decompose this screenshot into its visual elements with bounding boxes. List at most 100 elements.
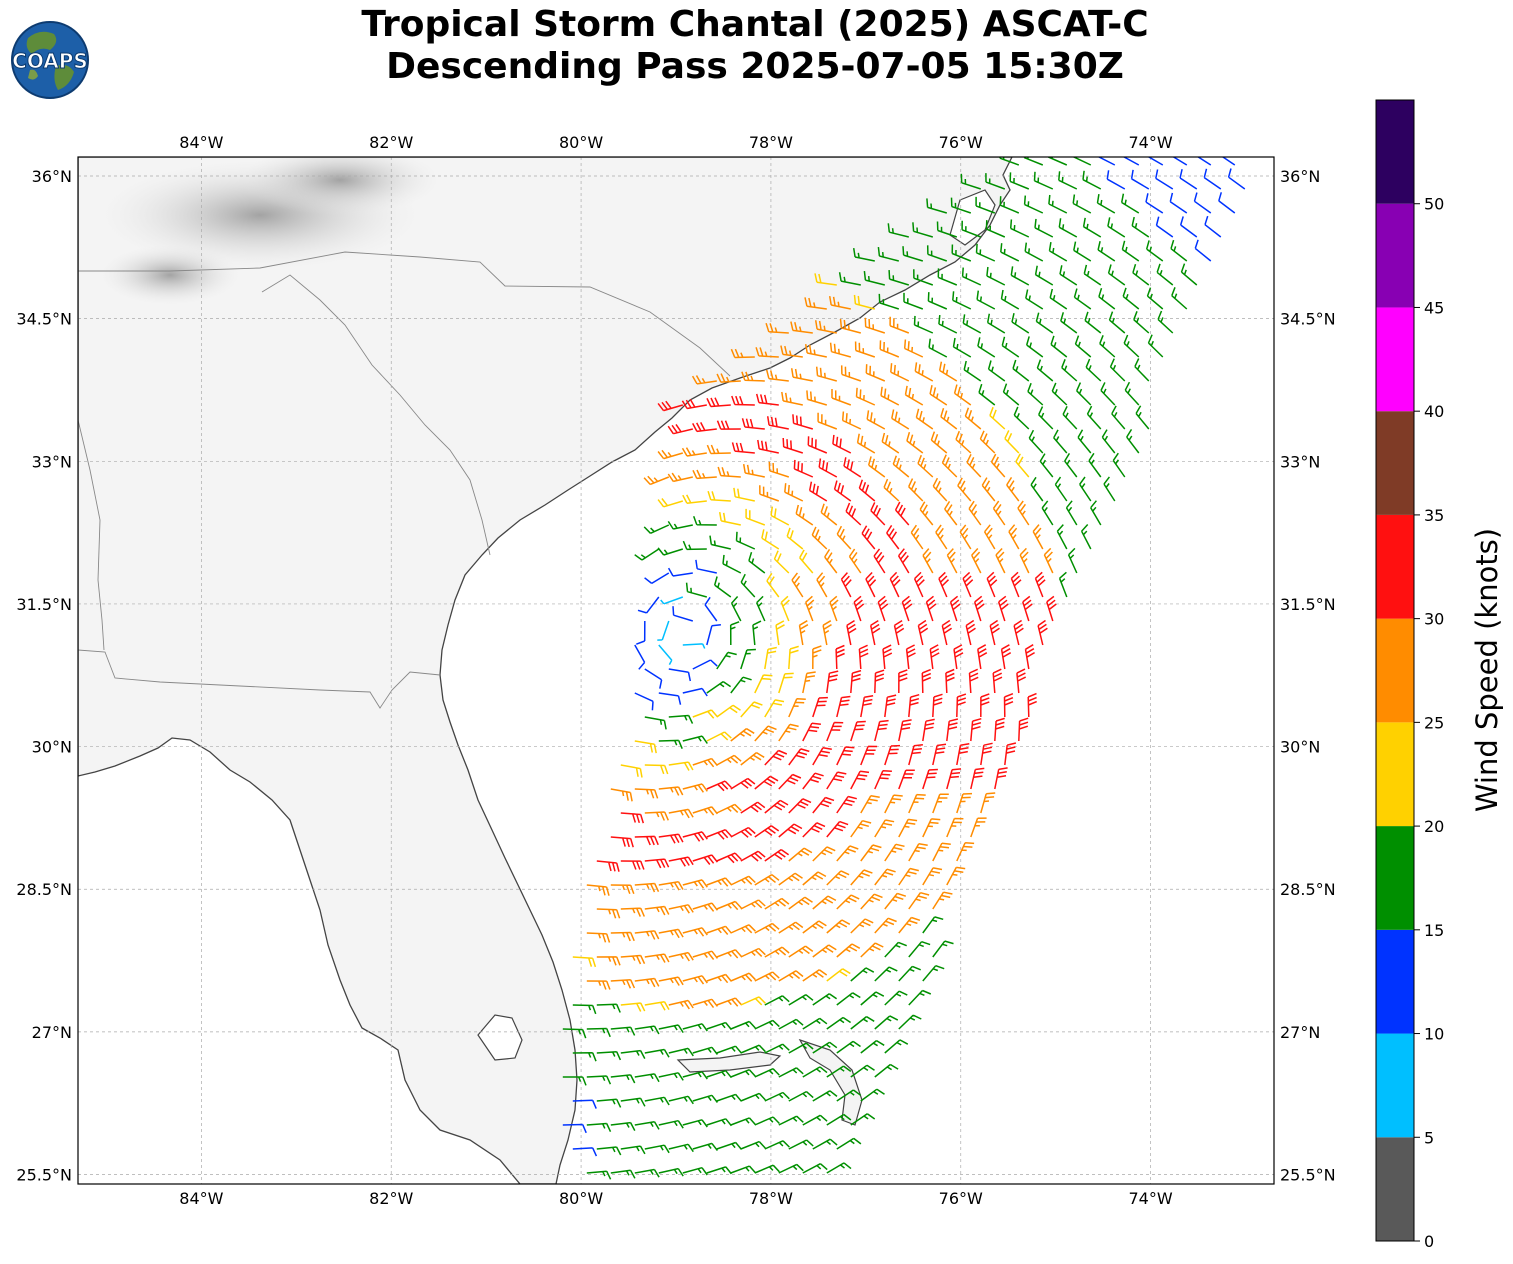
wind-barb (1056, 524, 1068, 550)
wind-barb (953, 644, 964, 670)
wind-barb (898, 769, 915, 790)
wind-barb (1025, 289, 1044, 310)
wind-barb (764, 1091, 790, 1102)
wind-barb (718, 511, 741, 526)
wind-barb (572, 1004, 597, 1015)
wind-barb (1024, 242, 1044, 262)
wind-barb (878, 293, 900, 310)
wind-barb (706, 624, 721, 646)
wind-barb (1054, 476, 1068, 502)
wind-barb (1025, 336, 1044, 358)
wind-barb (806, 390, 828, 406)
colorbar-bin (1376, 618, 1414, 723)
title-line-1: Tropical Storm Chantal (2025) ASCAT-C (361, 4, 1149, 45)
wind-barb (910, 524, 924, 550)
wind-barb (935, 524, 948, 550)
wind-barb (977, 644, 988, 670)
lat-label-right: 27°N (1280, 1023, 1320, 1042)
wind-barb (620, 764, 643, 778)
wind-barb (778, 970, 804, 982)
wind-barb (1196, 157, 1212, 166)
wind-barb (682, 540, 707, 551)
wind-barb (980, 742, 993, 766)
wind-barb (922, 916, 944, 934)
wind-barb (989, 619, 1000, 646)
wind-barb (764, 995, 790, 1006)
wind-barb (791, 572, 804, 598)
wind-barb (730, 676, 752, 694)
wind-barb (1203, 168, 1222, 190)
wind-barb (802, 920, 827, 934)
wind-barb (764, 897, 790, 910)
wind-barb (922, 548, 934, 574)
wind-barb (682, 975, 708, 985)
wind-barb (764, 749, 788, 766)
wind-barb (873, 548, 886, 574)
wind-barb (692, 950, 718, 960)
lat-label-left: 31.5°N (16, 595, 72, 614)
wind-barb (961, 267, 982, 286)
wind-barb (932, 940, 954, 958)
bahamas-abaco (798, 1038, 863, 1126)
wind-barb (1079, 476, 1092, 502)
wind-barb (836, 992, 861, 1006)
wind-barb (1046, 595, 1057, 622)
wind-barb (716, 704, 741, 718)
wind-barb (1145, 240, 1164, 262)
wind-barb (644, 905, 670, 916)
wind-barb (886, 524, 900, 550)
wind-barb (740, 996, 766, 1006)
wind-barb (1032, 524, 1044, 550)
wind-barb (1013, 406, 1030, 430)
wind-barb (925, 595, 937, 622)
wind-barb (682, 735, 708, 744)
wind-barb (658, 786, 684, 796)
lat-label-right: 33°N (1280, 452, 1320, 471)
wind-barb (764, 848, 790, 862)
wind-barb (1015, 453, 1030, 478)
wind-barb (883, 478, 900, 502)
wind-barb (802, 969, 828, 982)
colorbar-bin (1376, 826, 1414, 930)
wind-barb (1111, 405, 1126, 430)
title-line-2: Descending Pass 2025-07-05 15:30Z (386, 46, 1124, 87)
wind-barb (1169, 192, 1188, 214)
wind-barb (660, 596, 684, 605)
wind-barb (1050, 335, 1068, 358)
lat-label-left: 33°N (32, 452, 72, 471)
lat-label-left: 34.5°N (16, 310, 72, 329)
wind-barb (973, 595, 985, 622)
wind-barb (658, 1024, 684, 1034)
wind-barb (850, 918, 874, 934)
wind-barb (731, 442, 755, 454)
wind-barb (818, 458, 838, 478)
wind-barb (915, 408, 934, 430)
wind-barb (761, 529, 780, 550)
lon-label-top: 74°W (1129, 133, 1173, 152)
wind-barb (754, 1019, 780, 1030)
wind-barb (668, 714, 694, 724)
wind-barb (658, 1167, 684, 1177)
wind-barb (620, 812, 645, 824)
wind-barb (970, 817, 987, 838)
wind-barb (864, 317, 886, 334)
wind-barb (596, 1003, 621, 1013)
wind-barb (1106, 170, 1126, 190)
wind-barb (1135, 405, 1150, 430)
logo-text: COAPS (12, 49, 88, 73)
wind-barb (682, 831, 708, 842)
wind-barb (807, 436, 828, 454)
wind-barb (778, 1018, 804, 1030)
wind-barb (986, 266, 1006, 286)
wind-barb (692, 998, 718, 1009)
wind-barb (682, 494, 707, 504)
wind-barb (644, 1001, 670, 1011)
wind-barb (860, 844, 882, 862)
wind-barb (890, 363, 910, 382)
wind-barb (1077, 429, 1092, 454)
wind-barb (884, 990, 908, 1006)
wind-barb (852, 247, 875, 262)
wind-barb (932, 842, 951, 862)
wind-barb (620, 954, 646, 965)
wind-barb (706, 877, 732, 887)
